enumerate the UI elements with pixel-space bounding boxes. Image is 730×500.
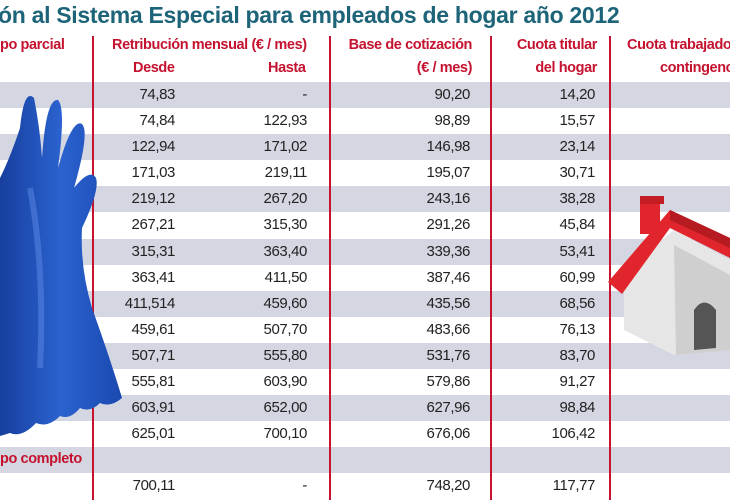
glove-icon: [0, 96, 122, 436]
base-cell: 435,56: [426, 294, 471, 312]
cuota-titular-cell: 98,84: [559, 399, 595, 417]
hasta-cell: 603,90: [263, 373, 308, 391]
hasta-cell: 315,30: [263, 216, 308, 234]
hasta-cell: -: [302, 477, 307, 495]
base-cell: 531,76: [426, 346, 471, 364]
desde-cell: 74,84: [139, 112, 175, 130]
house-icon: [608, 196, 730, 355]
base-cell: 291,26: [426, 216, 471, 234]
desde-cell: 122,94: [131, 138, 176, 156]
table-row: 625,01 700,10 676,06 106,42: [0, 421, 730, 447]
hasta-cell: 459,60: [263, 294, 308, 312]
cuota-titular-cell: 91,27: [559, 373, 595, 391]
table-row: 171,03 219,11 195,07 30,71: [0, 160, 730, 186]
desde-cell: 219,12: [131, 190, 176, 208]
cuota-titular-cell: 15,57: [559, 112, 595, 130]
column-divider: [609, 36, 611, 500]
cuota-titular-cell: 83,70: [559, 346, 595, 364]
cuota-titular-cell: 14,20: [559, 86, 595, 103]
table-row: 700,11 - 748,20 117,77: [0, 473, 730, 499]
hasta-cell: 411,50: [264, 268, 308, 286]
column-divider: [329, 36, 331, 500]
cuota-titular-cell: 38,28: [559, 190, 595, 208]
hasta-cell: 267,20: [263, 190, 308, 208]
header-cuota-trabajador-2: contingenc: [660, 60, 730, 76]
base-cell: 243,16: [426, 190, 471, 208]
base-cell: 98,89: [434, 112, 470, 130]
cuota-titular-cell: 76,13: [559, 320, 595, 338]
base-cell: 195,07: [426, 164, 471, 182]
desde-cell: 363,41: [131, 268, 176, 286]
table-row: 459,61 507,70 483,66 76,13: [0, 317, 730, 343]
hasta-cell: 507,70: [263, 320, 308, 338]
header-cuota-trabajador: Cuota trabajado: [627, 37, 730, 53]
desde-cell: 411,514: [124, 294, 176, 312]
header-tiempo-parcial: po parcial: [0, 37, 65, 53]
header-cuota-titular-2: del hogar: [535, 60, 597, 76]
base-cell: 748,20: [426, 477, 471, 495]
desde-cell: 74,83: [139, 86, 175, 103]
table-row: 315,31 363,40 339,36 53,41: [0, 238, 730, 265]
desde-cell: 700,11: [132, 477, 176, 495]
table-row: 411,514 459,60 435,56 68,56: [0, 290, 730, 317]
hasta-cell: 700,10: [263, 425, 308, 443]
table-row: 555,81 603,90 579,86 91,27: [0, 369, 730, 395]
cuota-titular-cell: 60,99: [559, 268, 595, 286]
hasta-cell: 122,93: [263, 112, 308, 130]
base-cell: 339,36: [426, 242, 471, 260]
table-row: 603,91 652,00 627,96 98,84: [0, 395, 730, 422]
base-cell: 483,66: [426, 320, 471, 338]
column-divider: [92, 36, 94, 500]
cuota-titular-cell: 68,56: [559, 294, 595, 312]
table-row: 267,21 315,30 291,26 45,84: [0, 212, 730, 238]
cuota-titular-cell: 23,14: [559, 138, 595, 156]
table-row: 507,71 555,80 531,76 83,70: [0, 342, 730, 370]
cuota-titular-cell: 106,42: [551, 425, 596, 443]
cuota-titular-cell: 117,77: [552, 477, 596, 495]
table-row: 74,84 122,93 98,89 15,57: [0, 108, 730, 134]
base-cell: 579,86: [426, 373, 471, 391]
desde-cell: 555,81: [131, 373, 176, 391]
desde-cell: 459,61: [131, 320, 176, 338]
table-row: 219,12 267,20 243,16 38,28: [0, 186, 730, 213]
section-tiempo-completo: po completo: [0, 451, 82, 468]
header-hasta: Hasta: [268, 60, 306, 76]
desde-cell: 507,71: [131, 346, 176, 364]
desde-cell: 625,01: [131, 425, 176, 443]
desde-cell: 171,03: [131, 164, 176, 182]
header-base: Base de cotización: [348, 37, 473, 53]
header-desde: Desde: [133, 60, 175, 76]
desde-cell: 267,21: [131, 216, 176, 234]
hasta-cell: 219,11: [264, 164, 308, 182]
page-title: ón al Sistema Especial para empleados de…: [0, 2, 620, 28]
desde-cell: 603,91: [131, 399, 176, 417]
table-body: 74,83 - 90,20 14,20 74,84 122,93 98,89 15,57 122…: [0, 82, 730, 500]
base-cell: 676,06: [426, 425, 471, 443]
column-divider: [490, 36, 492, 500]
cuota-titular-cell: 53,41: [559, 242, 595, 260]
header-retribucion: Retribución mensual (€ / mes): [112, 37, 307, 53]
hasta-cell: 363,40: [263, 242, 308, 260]
table-row: 74,83 - 90,20 14,20: [0, 82, 730, 109]
desde-cell: 315,31: [131, 242, 176, 260]
table-row: 122,94 171,02 146,98 23,14: [0, 134, 730, 161]
base-cell: 90,20: [434, 86, 470, 103]
header-base-unit: (€ / mes): [416, 60, 473, 76]
cuota-titular-cell: 45,84: [559, 216, 595, 234]
base-cell: 146,98: [426, 138, 471, 156]
section-row: po completo: [0, 447, 730, 474]
base-cell: 627,96: [426, 399, 471, 417]
table-row: 363,41 411,50 387,46 60,99: [0, 265, 730, 291]
hasta-cell: -: [302, 86, 307, 103]
hasta-cell: 555,80: [263, 346, 308, 364]
header-cuota-titular: Cuota titular: [516, 37, 598, 53]
hasta-cell: 171,02: [263, 138, 308, 156]
hasta-cell: 652,00: [263, 399, 308, 417]
base-cell: 387,46: [426, 268, 471, 286]
cuota-titular-cell: 30,71: [559, 164, 595, 182]
